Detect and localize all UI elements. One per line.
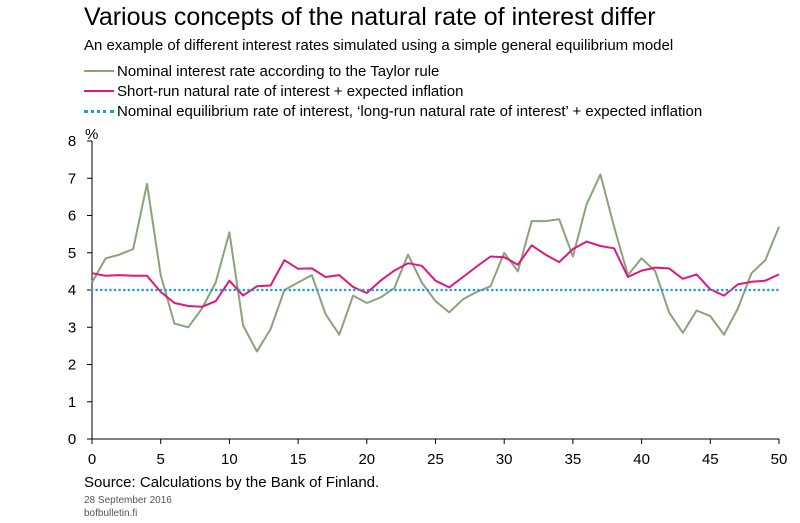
source-note: Source: Calculations by the Bank of Finl… bbox=[84, 474, 380, 491]
legend-item-taylor: Nominal interest rate according to the T… bbox=[84, 61, 702, 81]
x-tick-label: 20 bbox=[358, 451, 375, 468]
x-tick-label: 40 bbox=[633, 451, 650, 468]
y-tick-label: 7 bbox=[68, 170, 76, 187]
y-tick-label: 1 bbox=[68, 394, 76, 411]
y-tick-label: 0 bbox=[68, 431, 76, 448]
legend: Nominal interest rate according to the T… bbox=[84, 61, 702, 121]
y-tick-label: 8 bbox=[68, 133, 76, 150]
y-tick-label: 6 bbox=[68, 208, 76, 225]
x-tick-label: 30 bbox=[496, 451, 513, 468]
x-tick-label: 15 bbox=[290, 451, 307, 468]
y-tick-label: 4 bbox=[68, 282, 76, 299]
chart-subtitle: An example of different interest rates s… bbox=[84, 37, 674, 54]
y-tick-label: 5 bbox=[68, 245, 76, 262]
x-tick-label: 5 bbox=[157, 451, 165, 468]
legend-label-taylor: Nominal interest rate according to the T… bbox=[117, 62, 440, 80]
x-tick-label: 25 bbox=[427, 451, 444, 468]
series-line-0 bbox=[91, 173, 780, 353]
chart-series-layer bbox=[90, 173, 781, 353]
x-tick-label: 35 bbox=[565, 451, 582, 468]
legend-label-short-run: Short-run natural rate of interest + exp… bbox=[117, 82, 464, 100]
x-tick-label: 0 bbox=[88, 451, 96, 468]
legend-item-short-run: Short-run natural rate of interest + exp… bbox=[84, 81, 702, 101]
x-tick-label: 45 bbox=[702, 451, 719, 468]
chart-title: Various concepts of the natural rate of … bbox=[84, 3, 656, 31]
legend-label-equilibrium: Nominal equilibrium rate of interest, ‘l… bbox=[117, 102, 703, 120]
legend-swatch-taylor bbox=[84, 70, 114, 72]
y-tick-label: 2 bbox=[68, 357, 76, 374]
legend-swatch-short-run bbox=[84, 90, 114, 92]
legend-swatch-equilibrium bbox=[84, 109, 114, 113]
x-tick-label: 10 bbox=[221, 451, 238, 468]
site-name: bofbulletin.fi bbox=[84, 508, 138, 519]
publication-date: 28 September 2016 bbox=[84, 495, 172, 506]
x-tick-label: 50 bbox=[771, 451, 788, 468]
y-tick-label: 3 bbox=[68, 319, 76, 336]
legend-item-equilibrium: Nominal equilibrium rate of interest, ‘l… bbox=[84, 101, 702, 121]
series-line-1 bbox=[91, 240, 780, 308]
y-axis-label: % bbox=[85, 126, 98, 143]
